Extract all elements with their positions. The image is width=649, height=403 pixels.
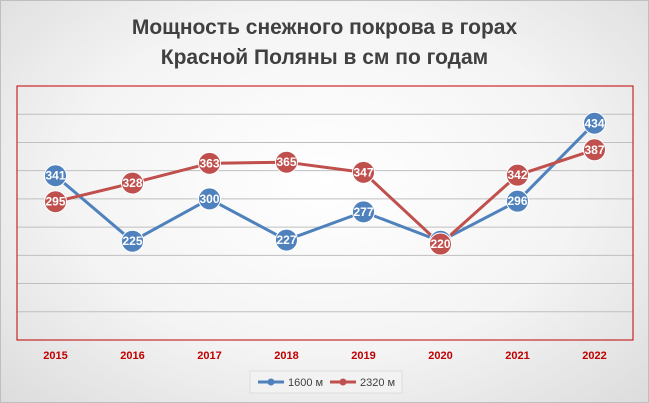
data-point — [44, 164, 67, 188]
data-point — [352, 160, 375, 184]
data-point — [121, 229, 144, 253]
x-tick-label: 2017 — [197, 350, 221, 362]
data-label: 363 — [199, 156, 219, 170]
data-label: 295 — [45, 195, 65, 209]
data-label: 434 — [584, 116, 604, 130]
data-point — [583, 138, 606, 162]
legend-label-1: 1600 м — [288, 377, 323, 389]
data-point — [198, 187, 221, 211]
data-point — [352, 200, 375, 224]
data-label: 347 — [353, 165, 373, 179]
legend-marker-2 — [339, 378, 347, 386]
data-label: 296 — [507, 194, 527, 208]
series-line-1 — [54, 122, 596, 243]
data-label: 387 — [584, 143, 604, 157]
data-label: 365 — [276, 155, 296, 169]
x-tick-label: 2022 — [582, 350, 606, 362]
legend-marker-1 — [267, 378, 275, 386]
legend: 1600 м 2320 м — [249, 370, 403, 394]
data-point — [429, 232, 452, 256]
chart-title-line-1: Мощность снежного покрова в горах — [132, 16, 518, 39]
x-tick-label: 2021 — [505, 350, 529, 362]
plot-border — [16, 85, 634, 341]
data-label: 227 — [276, 233, 296, 247]
x-tick-label: 2015 — [43, 350, 67, 362]
data-label: 300 — [199, 192, 219, 206]
data-point — [44, 190, 67, 214]
data-label: 341 — [45, 169, 65, 183]
x-tick-label: 2016 — [120, 350, 144, 362]
data-point — [198, 151, 221, 175]
data-point — [506, 163, 529, 187]
data-label: 220 — [430, 237, 450, 251]
x-tick-label: 2020 — [428, 350, 452, 362]
data-label: 277 — [353, 205, 373, 219]
data-point — [275, 228, 298, 252]
x-tick-label: 2019 — [351, 350, 375, 362]
series-line-2 — [55, 148, 595, 246]
data-point — [583, 111, 606, 135]
data-point — [275, 150, 298, 174]
legend-box — [249, 370, 403, 394]
chart-title-line-2: Красной Поляны в см по годам — [161, 46, 488, 69]
x-tick-label: 2018 — [274, 350, 298, 362]
data-label: 225 — [122, 234, 142, 248]
data-point — [121, 171, 144, 195]
data-label: 342 — [507, 168, 527, 182]
plot-area — [17, 86, 633, 340]
legend-label-2: 2320 м — [360, 377, 395, 389]
data-label: 328 — [122, 176, 142, 190]
data-point — [506, 189, 529, 213]
